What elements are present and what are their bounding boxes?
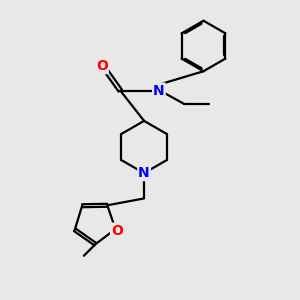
Text: N: N (138, 166, 150, 180)
Text: O: O (96, 59, 108, 73)
Text: N: N (153, 84, 165, 98)
Text: O: O (111, 224, 123, 238)
